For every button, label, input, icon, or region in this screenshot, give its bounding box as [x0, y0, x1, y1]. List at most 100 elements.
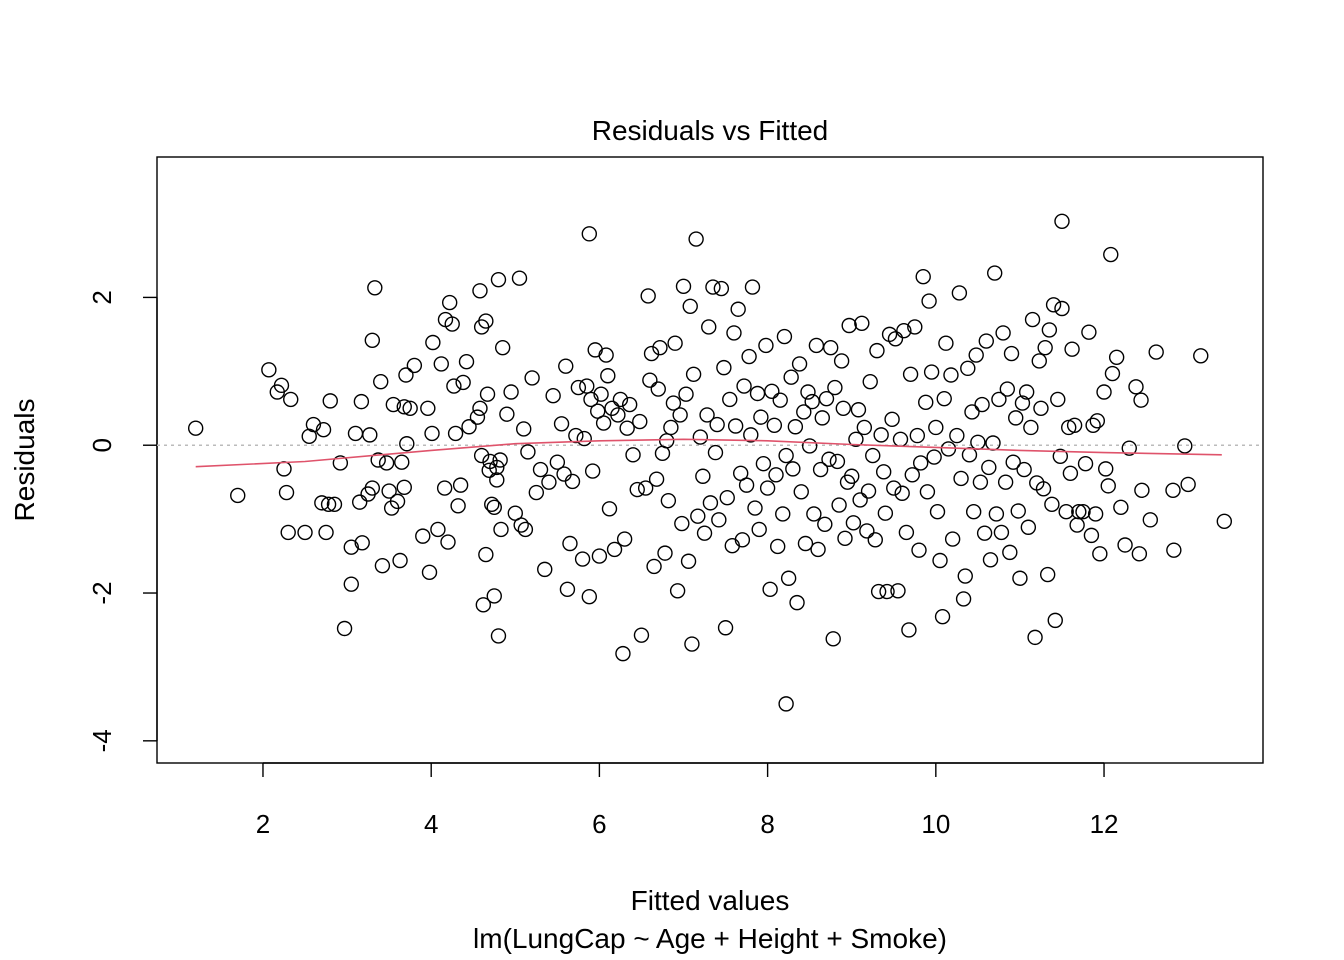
data-point: [877, 505, 894, 521]
data-point: [999, 381, 1016, 397]
x-axis: 2 4 6 8 10 12: [256, 762, 1118, 839]
outlier-labels: 270641136: [0, 0, 35, 5]
data-point: [722, 391, 738, 408]
data-point: [789, 594, 805, 611]
data-point: [1177, 438, 1193, 454]
data-point: [1024, 311, 1041, 328]
data-point: [783, 369, 799, 385]
data-point: [821, 451, 837, 467]
data-point: [322, 393, 338, 409]
data-point: [1104, 365, 1121, 382]
data-point: [528, 484, 545, 501]
data-point: [955, 591, 972, 607]
data-point: [524, 370, 540, 386]
data-point: [833, 353, 850, 369]
data-point: [1081, 324, 1097, 340]
data-point: [452, 477, 469, 493]
data-point: [953, 470, 969, 487]
data-point: [600, 368, 616, 384]
y-tick-label: -4: [87, 729, 117, 752]
data-point: [772, 392, 788, 408]
data-point: [701, 319, 717, 335]
data-point: [936, 390, 952, 407]
data-point: [968, 347, 984, 363]
data-point: [675, 278, 692, 295]
data-point: [1131, 546, 1148, 562]
data-point: [444, 316, 460, 332]
data-point: [865, 447, 881, 464]
data-point: [537, 561, 553, 578]
data-point: [850, 402, 867, 418]
data-point: [478, 546, 494, 563]
data-point: [705, 279, 721, 295]
data-point: [667, 335, 683, 351]
data-point: [564, 473, 581, 490]
data-point: [1041, 322, 1058, 338]
data-point: [1216, 513, 1233, 530]
data-point: [406, 357, 423, 374]
data-point: [974, 396, 990, 413]
data-point: [455, 374, 471, 391]
data-point: [364, 480, 381, 496]
data-point: [385, 396, 402, 413]
data-point: [749, 385, 766, 402]
data-point: [481, 462, 497, 479]
data-point: [887, 331, 904, 347]
data-point: [601, 501, 618, 517]
data-point: [982, 552, 999, 568]
data-point: [1077, 455, 1094, 472]
data-point: [1035, 481, 1052, 497]
data-point: [695, 468, 711, 484]
data-point: [738, 477, 755, 493]
x-tick-label: 10: [921, 809, 950, 839]
data-point: [1134, 482, 1150, 498]
data-point: [615, 645, 631, 662]
data-point: [841, 317, 857, 334]
data-point: [890, 583, 906, 599]
data-point: [362, 427, 378, 443]
data-point: [1018, 384, 1035, 400]
data-point: [921, 293, 937, 309]
data-point: [420, 400, 436, 416]
data-point: [556, 466, 572, 482]
data-point: [353, 393, 370, 410]
data-point: [553, 416, 570, 432]
data-point: [717, 620, 734, 636]
data-point: [610, 407, 626, 423]
data-point: [902, 366, 919, 382]
data-point: [1062, 465, 1079, 482]
data-point: [440, 534, 456, 550]
data-point: [1128, 379, 1144, 395]
data-point: [1037, 339, 1053, 356]
data-point: [901, 622, 917, 638]
data-point: [516, 421, 532, 437]
data-point: [430, 521, 446, 538]
data-point: [870, 583, 887, 600]
data-point: [475, 597, 492, 613]
data-point: [612, 391, 629, 408]
data-point: [753, 409, 769, 425]
data-point: [1010, 503, 1026, 519]
data-point: [672, 407, 688, 423]
data-point: [736, 378, 752, 394]
data-point: [493, 521, 509, 538]
data-point: [869, 342, 885, 359]
data-point: [926, 449, 942, 465]
chart-title: Residuals vs Fitted: [592, 115, 829, 146]
data-point: [873, 427, 889, 443]
data-point: [699, 407, 715, 423]
x-tick-label: 2: [256, 809, 270, 839]
data-point: [981, 459, 997, 476]
data-point: [1166, 542, 1182, 558]
data-point: [988, 506, 1005, 522]
data-point: [629, 481, 645, 498]
data-point: [727, 418, 744, 434]
data-point: [503, 384, 519, 400]
data-point: [559, 581, 576, 598]
data-point: [562, 535, 578, 552]
data-point: [692, 429, 709, 445]
data-point: [685, 366, 702, 382]
data-point: [822, 339, 839, 356]
lowess-smoother-line: [195, 438, 1222, 468]
